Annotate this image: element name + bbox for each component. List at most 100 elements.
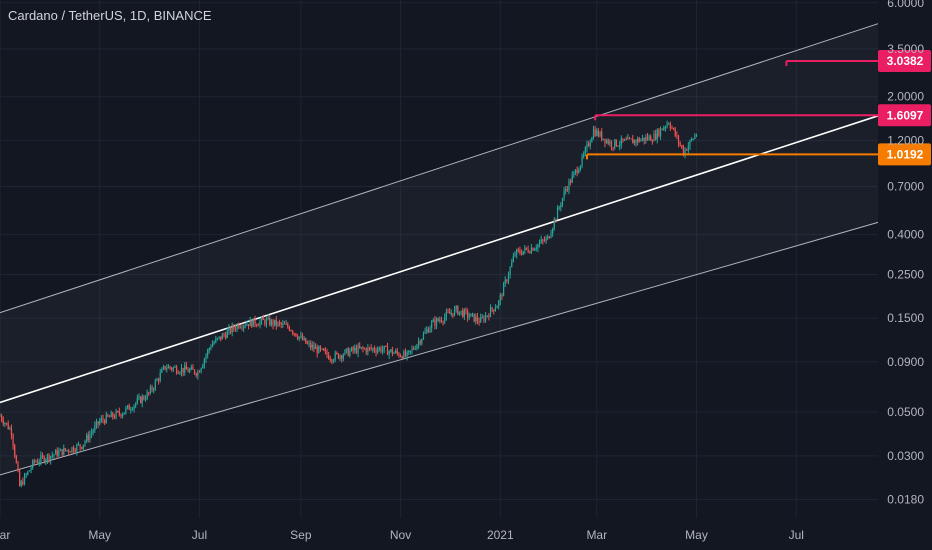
candle-body: [175, 366, 178, 373]
candle-body: [162, 366, 165, 370]
candle-body: [179, 372, 181, 374]
candle-body: [135, 403, 137, 406]
candle-body: [275, 319, 277, 326]
candle-body: [246, 324, 248, 326]
candle-body: [347, 348, 349, 356]
candle-body: [489, 307, 492, 317]
candle-body: [331, 359, 333, 362]
candle-body: [51, 455, 53, 457]
candle-body: [380, 347, 382, 352]
candle-body: [243, 325, 245, 328]
candle-body: [27, 471, 29, 475]
price-axis[interactable]: 6.0000 3.5000 2.0000 1.2000 0.7000 0.4000 0.25…: [887, 0, 924, 507]
candle-body: [444, 316, 446, 322]
candle-body: [311, 345, 313, 348]
candle-body: [28, 470, 31, 472]
candle-body: [187, 369, 189, 373]
candle-body: [71, 447, 73, 452]
candle-body: [486, 315, 488, 317]
candle-body: [542, 239, 544, 241]
candlestick-series: [0, 120, 698, 488]
candle-body: [182, 367, 184, 373]
candle-body: [651, 140, 653, 142]
candle-body: [695, 134, 698, 136]
candle-body: [202, 365, 204, 369]
candle-body: [570, 180, 572, 183]
candle-body: [117, 411, 119, 413]
time-tick-label: Mar: [586, 528, 607, 542]
candle-body: [228, 327, 230, 331]
candle-body: [502, 283, 505, 297]
candle-body: [208, 348, 210, 351]
candle-body: [656, 129, 658, 140]
candle-body: [82, 444, 84, 449]
candle-body: [679, 142, 681, 146]
candle-body: [404, 351, 407, 357]
candle-body: [334, 352, 336, 361]
chart-title: Cardano / TetherUS, 1D, BINANCE: [8, 8, 212, 23]
candle-body: [449, 312, 451, 314]
candle-body: [177, 372, 179, 374]
candle-body: [552, 228, 554, 234]
candle-body: [682, 147, 685, 155]
candle-body: [154, 380, 156, 389]
candle-body: [493, 309, 495, 312]
candle-body: [440, 320, 443, 322]
level-price-badge[interactable]: [878, 104, 931, 127]
candle-body: [435, 318, 438, 326]
candle-body: [336, 352, 338, 354]
candle-body: [86, 435, 88, 442]
candle-body: [300, 335, 302, 337]
time-tick-label: Mar: [0, 528, 10, 542]
candle-body: [509, 267, 511, 276]
candle-body: [663, 127, 665, 130]
candle-body: [17, 462, 19, 472]
candle-body: [118, 411, 120, 415]
candle-body: [690, 139, 693, 141]
candle-body: [687, 145, 689, 151]
candle-body: [383, 345, 385, 350]
candle-body: [686, 149, 688, 151]
candle-body: [540, 239, 542, 243]
candle-body: [19, 471, 21, 486]
time-tick-label: Nov: [390, 528, 411, 542]
candle-body: [565, 189, 567, 192]
candle-body: [455, 306, 457, 309]
time-tick-label: 2021: [487, 528, 514, 542]
candle-body: [462, 310, 464, 317]
time-axis[interactable]: Mar May Jul Sep Nov 2021 Mar May Jul: [0, 528, 804, 542]
candle-body: [563, 191, 565, 199]
candle-body: [538, 242, 541, 245]
candle-body: [365, 348, 367, 353]
candle-body: [126, 405, 129, 408]
candle-body: [339, 355, 341, 359]
candle-body: [558, 207, 560, 209]
candle-body: [506, 279, 508, 282]
level-price-badge[interactable]: [878, 49, 931, 72]
channel-upper-line[interactable]: [0, 23, 879, 314]
candle-body: [525, 247, 528, 250]
candle-body: [326, 350, 328, 356]
candle-body: [9, 428, 11, 430]
candle-body: [157, 379, 160, 381]
level-price-badge[interactable]: [878, 143, 931, 166]
channel-middle-line[interactable]: [0, 115, 879, 404]
candle-body: [452, 313, 454, 316]
candle-body: [607, 140, 609, 144]
time-tick-label: Jul: [192, 528, 207, 542]
candle-body: [341, 355, 343, 359]
candle-body: [113, 416, 116, 418]
candle-body: [470, 313, 472, 317]
candle-body: [547, 236, 549, 238]
candle-body: [53, 454, 55, 456]
candle-body: [507, 275, 510, 282]
candle-body: [640, 139, 642, 142]
candle-body: [184, 365, 186, 373]
candle-body: [475, 316, 477, 322]
channel-lower-line[interactable]: [0, 221, 879, 476]
candle-body: [666, 123, 668, 127]
candle-body: [457, 306, 459, 315]
candle-body: [282, 323, 284, 325]
horizontal-levels[interactable]: 3.0382 1.6097 1.0192: [585, 49, 931, 166]
